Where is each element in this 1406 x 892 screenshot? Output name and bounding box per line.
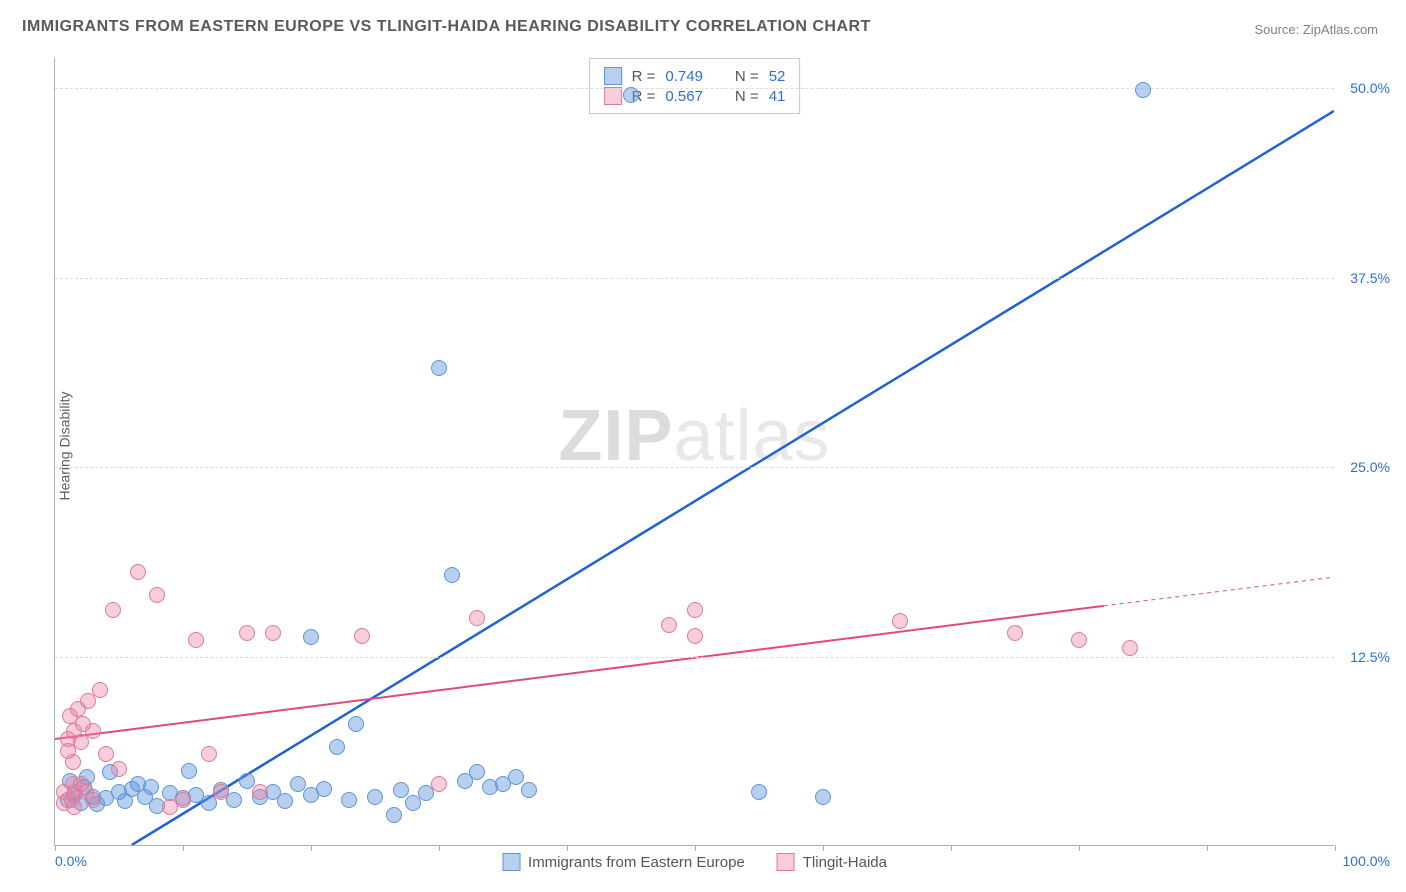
legend-item: Immigrants from Eastern Europe bbox=[502, 853, 745, 871]
scatter-point bbox=[1007, 625, 1023, 641]
scatter-point bbox=[367, 789, 383, 805]
scatter-point bbox=[92, 682, 108, 698]
legend-swatch bbox=[502, 853, 520, 871]
trendlines-svg bbox=[55, 58, 1334, 845]
x-tick bbox=[567, 845, 568, 851]
scatter-point bbox=[85, 723, 101, 739]
x-tick bbox=[183, 845, 184, 851]
legend-swatch bbox=[604, 67, 622, 85]
watermark: ZIPatlas bbox=[558, 395, 830, 477]
source-attribution: Source: ZipAtlas.com bbox=[1254, 22, 1378, 37]
scatter-point bbox=[687, 628, 703, 644]
y-tick-label: 12.5% bbox=[1350, 649, 1390, 665]
legend-label: Immigrants from Eastern Europe bbox=[528, 854, 745, 871]
scatter-point bbox=[265, 625, 281, 641]
scatter-point bbox=[65, 754, 81, 770]
scatter-point bbox=[188, 632, 204, 648]
scatter-point bbox=[181, 763, 197, 779]
scatter-point bbox=[130, 564, 146, 580]
x-tick-label-max: 100.0% bbox=[1343, 853, 1390, 869]
x-tick bbox=[1079, 845, 1080, 851]
x-tick bbox=[311, 845, 312, 851]
n-label: N = bbox=[735, 68, 759, 85]
gridline bbox=[55, 467, 1334, 468]
n-label: N = bbox=[735, 88, 759, 105]
scatter-point bbox=[105, 602, 121, 618]
scatter-point bbox=[66, 799, 82, 815]
correlation-stats-box: R = 0.749 N = 52R = 0.567 N = 41 bbox=[589, 58, 801, 114]
scatter-point bbox=[431, 360, 447, 376]
scatter-point bbox=[444, 567, 460, 583]
scatter-point bbox=[386, 807, 402, 823]
scatter-point bbox=[348, 716, 364, 732]
scatter-point bbox=[469, 610, 485, 626]
scatter-point bbox=[521, 782, 537, 798]
scatter-point bbox=[329, 739, 345, 755]
scatter-point bbox=[508, 769, 524, 785]
legend-item: Tlingit-Haida bbox=[777, 853, 887, 871]
scatter-point bbox=[1135, 82, 1151, 98]
scatter-point bbox=[431, 776, 447, 792]
y-tick-label: 25.0% bbox=[1350, 459, 1390, 475]
r-value: 0.567 bbox=[665, 88, 703, 105]
scatter-point bbox=[201, 746, 217, 762]
n-value: 41 bbox=[769, 88, 786, 105]
x-tick bbox=[55, 845, 56, 851]
trendline-extrapolated bbox=[1104, 577, 1334, 606]
scatter-point bbox=[175, 792, 191, 808]
scatter-point bbox=[661, 617, 677, 633]
x-tick-label-min: 0.0% bbox=[55, 853, 87, 869]
scatter-point bbox=[469, 764, 485, 780]
scatter-point bbox=[687, 602, 703, 618]
scatter-point bbox=[341, 792, 357, 808]
scatter-point bbox=[98, 746, 114, 762]
chart-title: IMMIGRANTS FROM EASTERN EUROPE VS TLINGI… bbox=[22, 18, 871, 36]
scatter-point bbox=[85, 792, 101, 808]
y-tick-label: 37.5% bbox=[1350, 270, 1390, 286]
scatter-point bbox=[111, 761, 127, 777]
gridline bbox=[55, 278, 1334, 279]
scatter-point bbox=[239, 625, 255, 641]
scatter-point bbox=[316, 781, 332, 797]
x-tick bbox=[439, 845, 440, 851]
scatter-point bbox=[143, 779, 159, 795]
legend-swatch bbox=[777, 853, 795, 871]
legend-swatch bbox=[604, 87, 622, 105]
scatter-point bbox=[393, 782, 409, 798]
scatter-point bbox=[213, 784, 229, 800]
x-tick bbox=[1207, 845, 1208, 851]
scatter-point bbox=[354, 628, 370, 644]
scatter-point bbox=[277, 793, 293, 809]
scatter-point bbox=[1071, 632, 1087, 648]
r-value: 0.749 bbox=[665, 68, 703, 85]
scatter-point bbox=[252, 784, 268, 800]
gridline bbox=[55, 657, 1334, 658]
scatter-point bbox=[1122, 640, 1138, 656]
x-tick bbox=[951, 845, 952, 851]
bottom-legend: Immigrants from Eastern Europe Tlingit-Ha… bbox=[502, 853, 887, 871]
n-value: 52 bbox=[769, 68, 786, 85]
trendline bbox=[55, 606, 1104, 739]
x-tick bbox=[695, 845, 696, 851]
scatter-point bbox=[751, 784, 767, 800]
scatter-point bbox=[149, 587, 165, 603]
scatter-point bbox=[623, 87, 639, 103]
x-tick bbox=[1335, 845, 1336, 851]
legend-label: Tlingit-Haida bbox=[803, 854, 887, 871]
scatter-point bbox=[892, 613, 908, 629]
scatter-plot-area: ZIPatlas R =0.749N =52R =0.567N =41 Immi… bbox=[54, 58, 1334, 846]
stats-row: R = 0.749 N = 52 bbox=[604, 67, 786, 85]
x-tick bbox=[823, 845, 824, 851]
trendline bbox=[132, 111, 1334, 845]
scatter-point bbox=[303, 629, 319, 645]
scatter-point bbox=[815, 789, 831, 805]
y-tick-label: 50.0% bbox=[1350, 80, 1390, 96]
r-label: R = bbox=[632, 68, 656, 85]
